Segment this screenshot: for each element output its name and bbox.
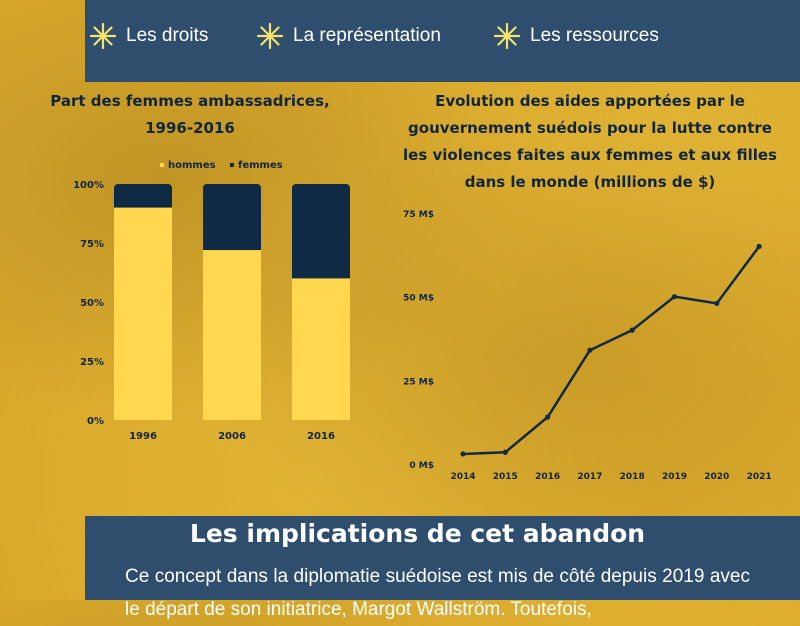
x-tick-label: 2015: [493, 472, 518, 482]
nav-item-les-ressources[interactable]: Les ressources: [492, 18, 659, 54]
bar-hommes-2016: [292, 278, 350, 420]
line-series: [462, 245, 761, 456]
top-banner: [85, 0, 800, 82]
sparkle-icon: [493, 22, 521, 50]
x-tick-label: 2019: [662, 472, 687, 482]
y-tick-label: 100%: [73, 180, 104, 191]
x-tick-label: 2016: [535, 472, 560, 482]
bar-group-1996: [114, 184, 172, 420]
nav-item-les-droits[interactable]: Les droits: [88, 18, 208, 54]
x-tick-label: 1996: [129, 431, 157, 442]
x-tick-label: 2020: [704, 472, 729, 482]
line-point-2016: [545, 414, 551, 420]
bar-chart: hommes femmes 0% 25% 50% 75% 100% 1996 2006 2016: [73, 160, 350, 442]
x-tick-label: 2018: [620, 472, 645, 482]
y-tick-label: 50%: [80, 298, 104, 309]
bottom-banner: [85, 516, 800, 600]
nav-item-la-representation[interactable]: La représentation: [255, 18, 441, 54]
line-point-2018: [629, 327, 635, 333]
line-chart: 0 M$ 25 M$ 50 M$ 75 M$ 2014 2015 2016 2017 2018 2…: [403, 210, 772, 482]
line-point-2020: [714, 300, 720, 306]
y-tick-label: 75 M$: [403, 210, 434, 220]
line-point-2015: [502, 449, 508, 455]
bar-hommes-2006: [203, 250, 261, 420]
nav-item-label: Les ressources: [530, 25, 659, 46]
nav-item-label: La représentation: [293, 25, 441, 46]
legend-swatch-hommes: [160, 163, 164, 167]
legend-label-femmes: femmes: [238, 160, 283, 171]
line-point-2014: [460, 451, 466, 457]
sparkle-icon: [89, 22, 117, 50]
y-tick-label: 50 M$: [403, 294, 434, 304]
line-chart-title: Evolution des aides apportées par le gou…: [403, 92, 777, 191]
nav-item-label: Les droits: [126, 25, 209, 46]
x-tick-label: 2021: [747, 472, 772, 482]
line-point-2017: [587, 347, 593, 353]
legend-label-hommes: hommes: [168, 160, 216, 171]
nav-bar: Les droits La représentation Les ressour…: [88, 18, 788, 54]
y-tick-label: 25 M$: [403, 377, 434, 387]
bar-hommes-1996: [114, 207, 172, 420]
y-tick-label: 25%: [80, 357, 104, 368]
line-point-2019: [671, 294, 678, 300]
y-tick-label: 0%: [87, 416, 104, 427]
y-tick-label: 75%: [80, 239, 104, 250]
x-tick-label: 2016: [307, 431, 335, 442]
x-tick-label: 2006: [218, 431, 246, 442]
legend-swatch-femmes: [230, 163, 234, 167]
x-tick-label: 2017: [577, 472, 602, 482]
line-point-2021: [756, 243, 762, 250]
sparkle-icon: [256, 22, 284, 50]
section-title: Les implications de cet abandon: [189, 519, 646, 548]
section-body: Ce concept dans la diplomatie suédoise e…: [125, 566, 750, 620]
bar-chart-title: Part des femmes ambassadrices, 1996-2016: [50, 92, 330, 137]
x-tick-label: 2014: [450, 472, 475, 482]
bar-group-2016: [292, 184, 350, 420]
bar-group-2006: [203, 184, 261, 420]
y-tick-label: 0 M$: [409, 461, 434, 471]
